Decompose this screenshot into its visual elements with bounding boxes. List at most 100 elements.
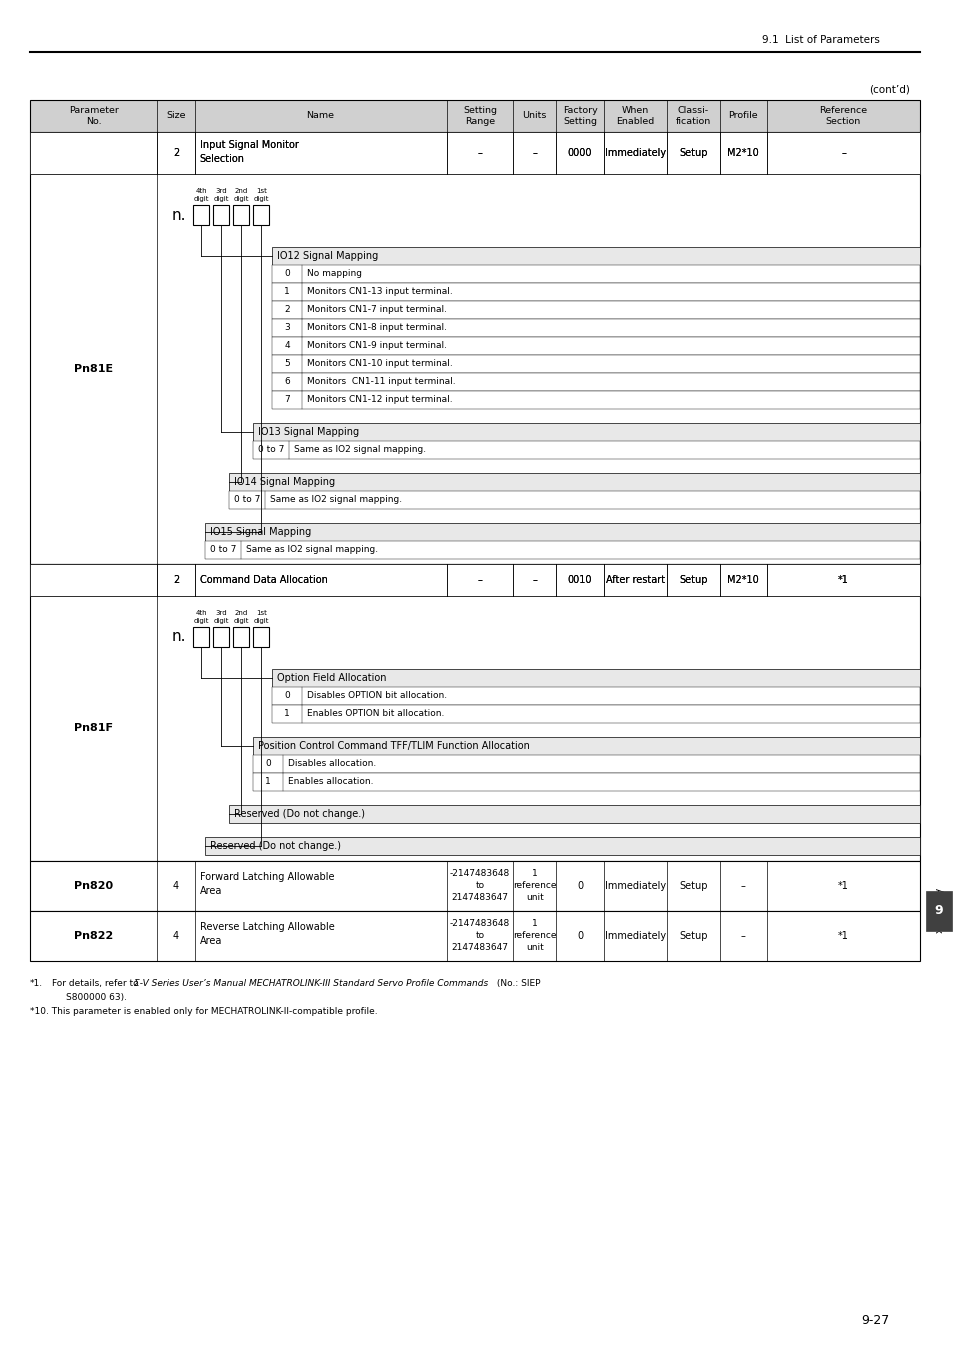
Bar (233, 205, 249, 225)
Text: M2*10: M2*10 (727, 148, 759, 158)
Text: Monitors CN1-9 input terminal.: Monitors CN1-9 input terminal. (307, 342, 447, 351)
Text: *1: *1 (837, 575, 848, 585)
Text: 4th: 4th (195, 610, 207, 616)
Text: M2*10: M2*10 (727, 148, 759, 158)
Bar (253, 626, 269, 647)
Text: Reference
Section: Reference Section (819, 107, 866, 126)
Text: Same as IO2 signal mapping.: Same as IO2 signal mapping. (294, 446, 426, 455)
Bar (253, 755, 919, 774)
Text: Same as IO2 signal mapping.: Same as IO2 signal mapping. (270, 495, 402, 505)
Text: –: – (532, 148, 537, 158)
Text: 1: 1 (531, 919, 537, 929)
Bar (30, 100, 919, 132)
Text: Command Data Allocation: Command Data Allocation (199, 575, 327, 585)
Text: 2: 2 (172, 575, 179, 585)
Text: 0 to 7: 0 to 7 (258, 446, 284, 455)
Text: Σ-V Series User’s Manual MECHATROLINK-III Standard Servo Profile Commands: Σ-V Series User’s Manual MECHATROLINK-II… (133, 979, 488, 988)
Text: –: – (476, 575, 482, 585)
Text: 0000: 0000 (567, 148, 592, 158)
Text: Monitors CN1-12 input terminal.: Monitors CN1-12 input terminal. (307, 396, 453, 405)
Text: *1: *1 (837, 575, 848, 585)
Text: Setup: Setup (679, 931, 707, 941)
Bar (253, 441, 919, 459)
Text: Setup: Setup (679, 575, 707, 585)
Text: 7: 7 (284, 396, 290, 405)
Text: 2: 2 (172, 575, 179, 585)
Text: Setup: Setup (679, 882, 707, 891)
Text: Factory
Setting: Factory Setting (562, 107, 597, 126)
Text: n.: n. (172, 208, 186, 223)
Text: Selection: Selection (199, 154, 244, 163)
Text: digit: digit (233, 618, 249, 624)
Text: Setup: Setup (679, 575, 707, 585)
Bar (272, 392, 919, 409)
Text: (No.: SIEP: (No.: SIEP (494, 979, 540, 988)
Text: unit: unit (525, 944, 543, 953)
Text: Setting
Range: Setting Range (462, 107, 497, 126)
Text: Pn81E: Pn81E (74, 364, 113, 374)
Text: Immediately: Immediately (604, 882, 665, 891)
Text: reference: reference (513, 882, 556, 891)
Text: Selection: Selection (199, 154, 244, 163)
Text: When
Enabled: When Enabled (616, 107, 654, 126)
Text: -2147483648: -2147483648 (449, 919, 510, 929)
Bar (272, 670, 919, 687)
Bar (30, 132, 919, 174)
Text: 4: 4 (172, 931, 179, 941)
Text: Enables allocation.: Enables allocation. (288, 778, 374, 787)
Bar (229, 491, 919, 509)
Text: 3rd: 3rd (215, 188, 227, 194)
Text: 2: 2 (172, 148, 179, 158)
Bar (272, 265, 919, 284)
Text: 0000: 0000 (567, 148, 592, 158)
Bar (272, 247, 919, 265)
Text: Pn81F: Pn81F (74, 724, 113, 733)
Text: Area: Area (199, 936, 222, 946)
Text: Reverse Latching Allowable: Reverse Latching Allowable (199, 922, 335, 931)
Text: Disables allocation.: Disables allocation. (288, 760, 376, 768)
Bar (213, 626, 229, 647)
Text: 6: 6 (284, 378, 290, 386)
Text: For details, refer to: For details, refer to (52, 979, 141, 988)
Text: –: – (476, 148, 482, 158)
Bar (253, 423, 919, 441)
Bar (272, 319, 919, 338)
Bar (193, 205, 209, 225)
Bar (272, 338, 919, 355)
Text: Monitors CN1-10 input terminal.: Monitors CN1-10 input terminal. (307, 359, 453, 369)
Text: Setup: Setup (679, 148, 707, 158)
Bar (30, 132, 919, 564)
Text: digit: digit (213, 618, 229, 624)
Text: 1: 1 (265, 778, 271, 787)
Text: –: – (841, 148, 845, 158)
Text: –: – (476, 148, 482, 158)
Text: Monitors CN1-8 input terminal.: Monitors CN1-8 input terminal. (307, 324, 447, 332)
Bar (205, 541, 919, 559)
Text: Enables OPTION bit allocation.: Enables OPTION bit allocation. (307, 710, 444, 718)
Text: 0: 0 (265, 760, 271, 768)
Text: digit: digit (253, 618, 269, 624)
Text: 2: 2 (172, 148, 179, 158)
Bar (253, 737, 919, 755)
Text: IO14 Signal Mapping: IO14 Signal Mapping (234, 477, 335, 487)
Bar (253, 774, 919, 791)
Text: Monitors  CN1-11 input terminal.: Monitors CN1-11 input terminal. (307, 378, 456, 386)
Bar (272, 284, 919, 301)
Text: –: – (532, 148, 537, 158)
Text: –: – (532, 575, 537, 585)
Text: 1st: 1st (255, 188, 267, 194)
Bar (229, 805, 919, 823)
Text: IO15 Signal Mapping: IO15 Signal Mapping (210, 526, 312, 537)
Text: 1: 1 (284, 710, 290, 718)
Bar (229, 472, 919, 491)
Text: 0010: 0010 (567, 575, 592, 585)
Text: Immediately: Immediately (604, 931, 665, 941)
Bar (30, 564, 919, 861)
Text: 5: 5 (284, 359, 290, 369)
Text: 0: 0 (284, 270, 290, 278)
Text: Command Data Allocation: Command Data Allocation (199, 575, 327, 585)
Bar (213, 205, 229, 225)
Text: Reserved (Do not change.): Reserved (Do not change.) (234, 809, 365, 819)
Bar (30, 861, 919, 911)
Text: 9: 9 (934, 904, 943, 918)
